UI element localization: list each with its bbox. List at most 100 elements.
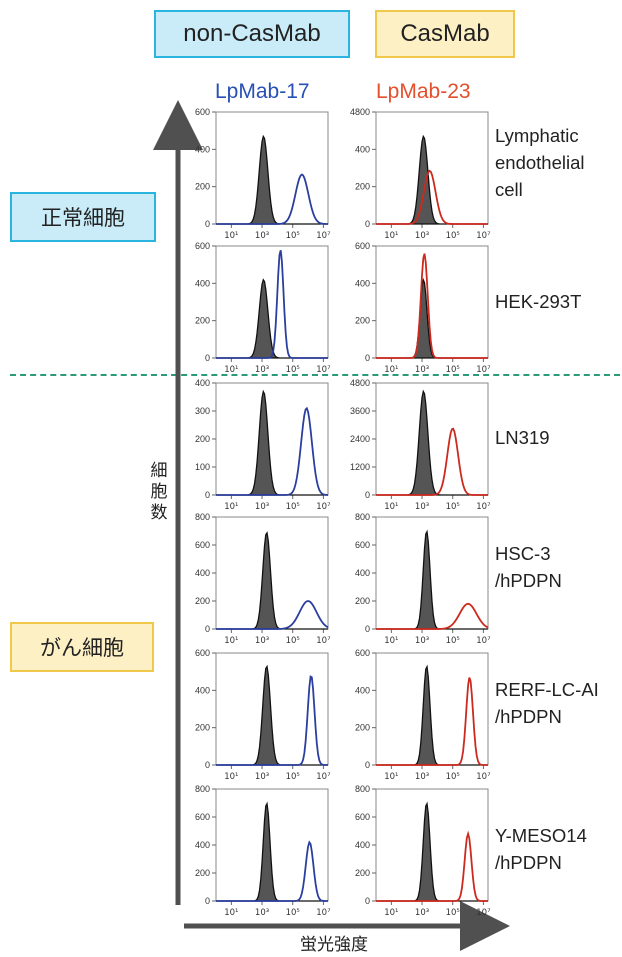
y-tick-label: 3600	[350, 406, 370, 416]
cell-label-hek293t: HEK-293T	[495, 288, 581, 315]
y-tick-label: 400	[355, 840, 370, 850]
y-tick-label: 400	[195, 840, 210, 850]
x-tick-label: 10⁵	[286, 502, 300, 512]
y-tick-label: 0	[205, 760, 210, 770]
y-tick-label: 0	[205, 353, 210, 363]
sample-histogram	[216, 406, 329, 496]
x-tick-label: 10³	[255, 636, 269, 646]
y-tick-label: 400	[355, 278, 370, 288]
x-tick-label: 10⁷	[476, 908, 491, 918]
histogram-panel: 0 200 400 600 800 10¹ 10³ 10⁵ 10⁷	[195, 512, 331, 646]
y-axis-label-char: 胞	[150, 482, 168, 501]
y-tick-label: 600	[195, 648, 210, 658]
sample-histogram	[216, 249, 328, 359]
y-tick-label: 400	[195, 278, 210, 288]
y-tick-label: 0	[205, 624, 210, 634]
x-tick-label: 10⁵	[286, 636, 300, 646]
y-tick-label: 200	[195, 182, 210, 192]
sample-histogram	[376, 253, 488, 359]
cell-label-line: HEK-293T	[495, 291, 582, 312]
x-tick-label: 10¹	[224, 636, 238, 646]
y-tick-label: 800	[195, 784, 210, 794]
y-tick-label: 0	[365, 760, 370, 770]
x-tick-label: 10⁵	[446, 908, 460, 918]
y-tick-label: 600	[355, 812, 370, 822]
sample-histogram	[376, 677, 488, 766]
y-tick-label: 600	[195, 107, 210, 117]
y-tick-label: 800	[355, 512, 370, 522]
plot-frame	[215, 382, 329, 496]
y-tick-label: 0	[205, 896, 210, 906]
cell-label-line: cell	[495, 179, 523, 200]
y-tick-label: 800	[195, 512, 210, 522]
y-tick-label: 400	[355, 685, 370, 695]
sample-histogram	[216, 173, 329, 225]
cell-label-ymeso14: Y-MESO14 /hPDPN	[495, 822, 587, 876]
y-tick-label: 300	[195, 406, 210, 416]
cell-label-line: RERF-LC-AI	[495, 679, 599, 700]
y-tick-label: 100	[195, 462, 210, 472]
x-tick-label: 10¹	[224, 908, 238, 918]
header-casmab: CasMab	[375, 10, 515, 58]
x-tick-label: 10⁵	[286, 908, 300, 918]
x-tick-label: 10⁷	[476, 231, 491, 241]
x-tick-label: 10¹	[384, 231, 398, 241]
x-tick-label: 10³	[255, 231, 269, 241]
category-cancer-cells: がん細胞	[10, 622, 154, 672]
y-tick-label: 400	[355, 144, 370, 154]
x-tick-label: 10⁵	[446, 231, 460, 241]
sample-histogram	[216, 840, 328, 902]
x-tick-label: 10³	[415, 908, 429, 918]
histogram-panel: 0 200 400 600 10¹ 10³ 10⁵ 10⁷	[195, 648, 331, 782]
panels-layer: 0 200 400 600 10¹ 10³ 10⁵ 10⁷ 0 200 400 4800 10¹ 10³ 1…	[195, 107, 491, 918]
antibody-label-right: LpMab-23	[376, 80, 471, 103]
histogram-panel: 0 100 200 300 400 10¹ 10³ 10⁵ 10⁷	[195, 378, 331, 512]
x-tick-label: 10⁵	[286, 365, 300, 375]
x-tick-label: 10¹	[224, 365, 238, 375]
y-tick-label: 600	[355, 241, 370, 251]
x-tick-label: 10³	[415, 365, 429, 375]
x-tick-label: 10¹	[224, 502, 238, 512]
x-tick-label: 10⁵	[286, 772, 300, 782]
y-tick-label: 400	[195, 685, 210, 695]
y-tick-label: 600	[195, 540, 210, 550]
x-tick-label: 10⁷	[476, 502, 491, 512]
cell-label-line: HSC-3	[495, 543, 551, 564]
x-tick-label: 10³	[415, 502, 429, 512]
x-tick-label: 10³	[415, 772, 429, 782]
y-tick-label: 2400	[350, 434, 370, 444]
x-tick-label: 10¹	[384, 772, 398, 782]
y-tick-label: 0	[365, 353, 370, 363]
y-tick-label: 600	[195, 812, 210, 822]
y-tick-label: 200	[355, 723, 370, 733]
y-tick-label: 200	[195, 723, 210, 733]
cell-label-line: /hPDPN	[495, 706, 562, 727]
x-tick-label: 10⁷	[316, 772, 331, 782]
x-tick-label: 10¹	[224, 772, 238, 782]
x-tick-label: 10⁷	[476, 636, 491, 646]
y-tick-label: 400	[355, 568, 370, 578]
y-tick-label: 0	[365, 490, 370, 500]
plot-frame	[215, 245, 329, 359]
plot-frame	[375, 111, 489, 225]
cell-label-line: Y-MESO14	[495, 825, 587, 846]
y-tick-label: 200	[355, 316, 370, 326]
histogram-panel: 0 200 400 4800 10¹ 10³ 10⁵ 10⁷	[350, 107, 491, 241]
x-tick-label: 10⁷	[316, 908, 331, 918]
histogram-panel: 0 200 400 600 800 10¹ 10³ 10⁵ 10⁷	[355, 512, 491, 646]
histogram-panel: 0 200 400 600 800 10¹ 10³ 10⁵ 10⁷	[195, 784, 331, 918]
cell-label-rerf: RERF-LC-AI /hPDPN	[495, 676, 599, 730]
y-tick-label: 200	[355, 596, 370, 606]
y-tick-label: 200	[195, 596, 210, 606]
y-tick-label: 0	[365, 219, 370, 229]
y-axis-label-char: 細	[150, 461, 168, 480]
sample-histogram	[376, 169, 488, 225]
histogram-panel: 0 200 400 600 800 10¹ 10³ 10⁵ 10⁷	[355, 784, 491, 918]
cell-label-line: endothelial	[495, 152, 585, 173]
x-tick-label: 10³	[255, 772, 269, 782]
y-tick-label: 400	[195, 568, 210, 578]
x-tick-label: 10⁵	[446, 636, 460, 646]
y-tick-label: 600	[355, 648, 370, 658]
y-tick-label: 600	[355, 540, 370, 550]
